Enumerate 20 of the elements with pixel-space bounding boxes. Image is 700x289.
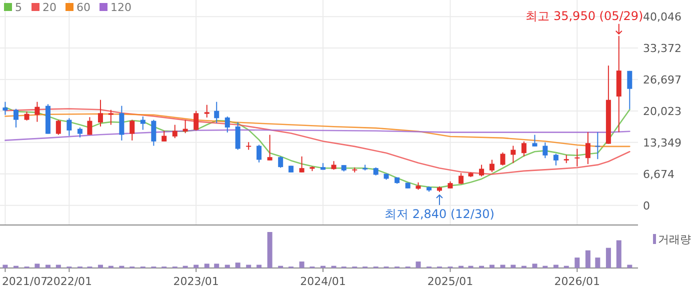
y-tick-label: 13,349 xyxy=(643,136,682,150)
legend-label: 120 xyxy=(110,1,132,14)
y-tick-label: 0 xyxy=(643,199,650,212)
y-tick-label: 26,697 xyxy=(643,74,682,86)
x-tick-label: 2023/01 xyxy=(173,275,219,288)
y-tick-label: 20,023 xyxy=(643,104,682,118)
annotation: 최저 2,840 (12/30) xyxy=(384,206,494,221)
x-tick-label: 2022/01 xyxy=(46,275,92,288)
x-tick-label: 2021/07 xyxy=(2,275,48,288)
x-tick-label: 2026/01 xyxy=(554,275,600,288)
x-tick-label: 2025/01 xyxy=(427,275,474,288)
legend-label: 5 xyxy=(15,1,22,14)
y-tick-label: 6,674 xyxy=(643,168,674,181)
x-tick-label: 2024/01 xyxy=(300,275,346,288)
annotation: 최고 35,950 (05/29) xyxy=(526,8,644,23)
legend-label: 20 xyxy=(42,1,56,14)
legend-label: 60 xyxy=(76,1,90,14)
y-tick-label: 40,046 xyxy=(643,10,682,24)
legend: 거래량 xyxy=(653,233,691,246)
y-tick-label: 33,372 xyxy=(643,42,682,56)
